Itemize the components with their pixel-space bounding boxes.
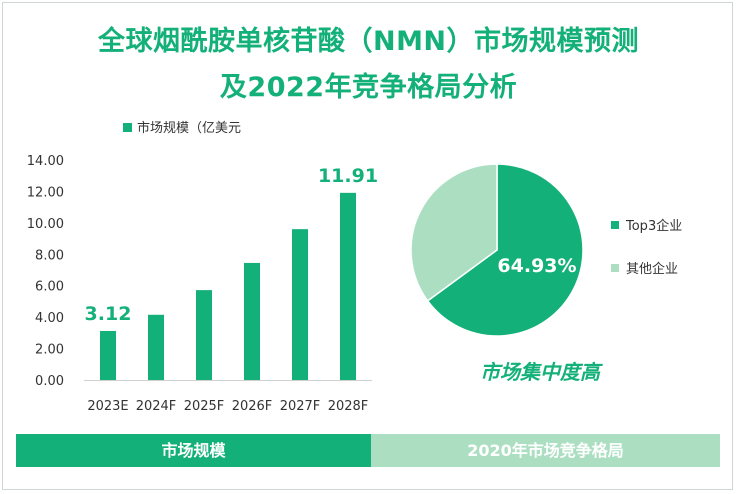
pie-legend-label-other: 其他企业 [626,261,678,277]
chart-title-line2: 及2022年竞争格局分析 [219,72,518,103]
x-tick-label: 2026F [232,399,273,414]
pie-annotation: 市场集中度高 [480,360,603,384]
y-axis: 0.00 2.00 4.00 6.00 8.00 10.00 12.00 14.00 [27,154,64,389]
bar-2027F [292,229,308,380]
x-axis: 2023E 2024F 2025F 2026F 2027F 2028F [84,380,372,414]
bar-legend: 市场规模（亿美元 [123,120,241,136]
y-tick-label: 2.00 [35,343,64,358]
bar-2026F [244,262,260,380]
band-left-label: 市场规模 [16,434,371,467]
bar-2024F [148,314,164,380]
pie-legend-label-top3: Top3企业 [625,218,682,234]
y-tick-label: 14.00 [27,154,64,169]
x-tick-label: 2023E [87,399,128,414]
chart-frame [2,2,733,490]
pie-data-label: 64.93% [497,255,576,277]
x-tick-label: 2027F [280,399,321,414]
bar-2025F [196,290,212,380]
bar-data-label-2023E: 3.12 [85,303,132,325]
chart-title-line1: 全球烟酰胺单核苷酸（NMN）市场规模预测 [97,26,640,57]
x-tick-label: 2028F [328,399,369,414]
bar-data-labels: 3.12 11.91 [85,165,379,325]
pie-slice-top3 [426,163,584,337]
bar-data-label-2028F: 11.91 [318,165,378,187]
bars [100,192,356,380]
pie-legend-swatch-top3 [611,221,619,229]
y-tick-label: 10.00 [27,217,64,232]
bar-2028F [340,192,356,380]
x-tick-label: 2025F [184,399,225,414]
pie-slices [410,163,584,337]
bar-legend-label: 市场规模（亿美元 [137,120,241,136]
x-tick-label: 2024F [136,399,177,414]
y-tick-label: 0.00 [35,374,64,389]
band-right-label: 2020年市场竞争格局 [371,434,720,467]
pie-slice-other [410,163,498,302]
y-tick-label: 6.00 [35,280,64,295]
bar-2023E [100,330,116,380]
pie-legend: Top3企业 其他企业 [611,218,682,277]
y-tick-label: 12.00 [27,185,64,200]
pie-legend-swatch-other [611,264,619,272]
bar-legend-swatch [123,123,132,132]
y-tick-label: 8.00 [35,248,64,263]
y-tick-label: 4.00 [35,311,64,326]
